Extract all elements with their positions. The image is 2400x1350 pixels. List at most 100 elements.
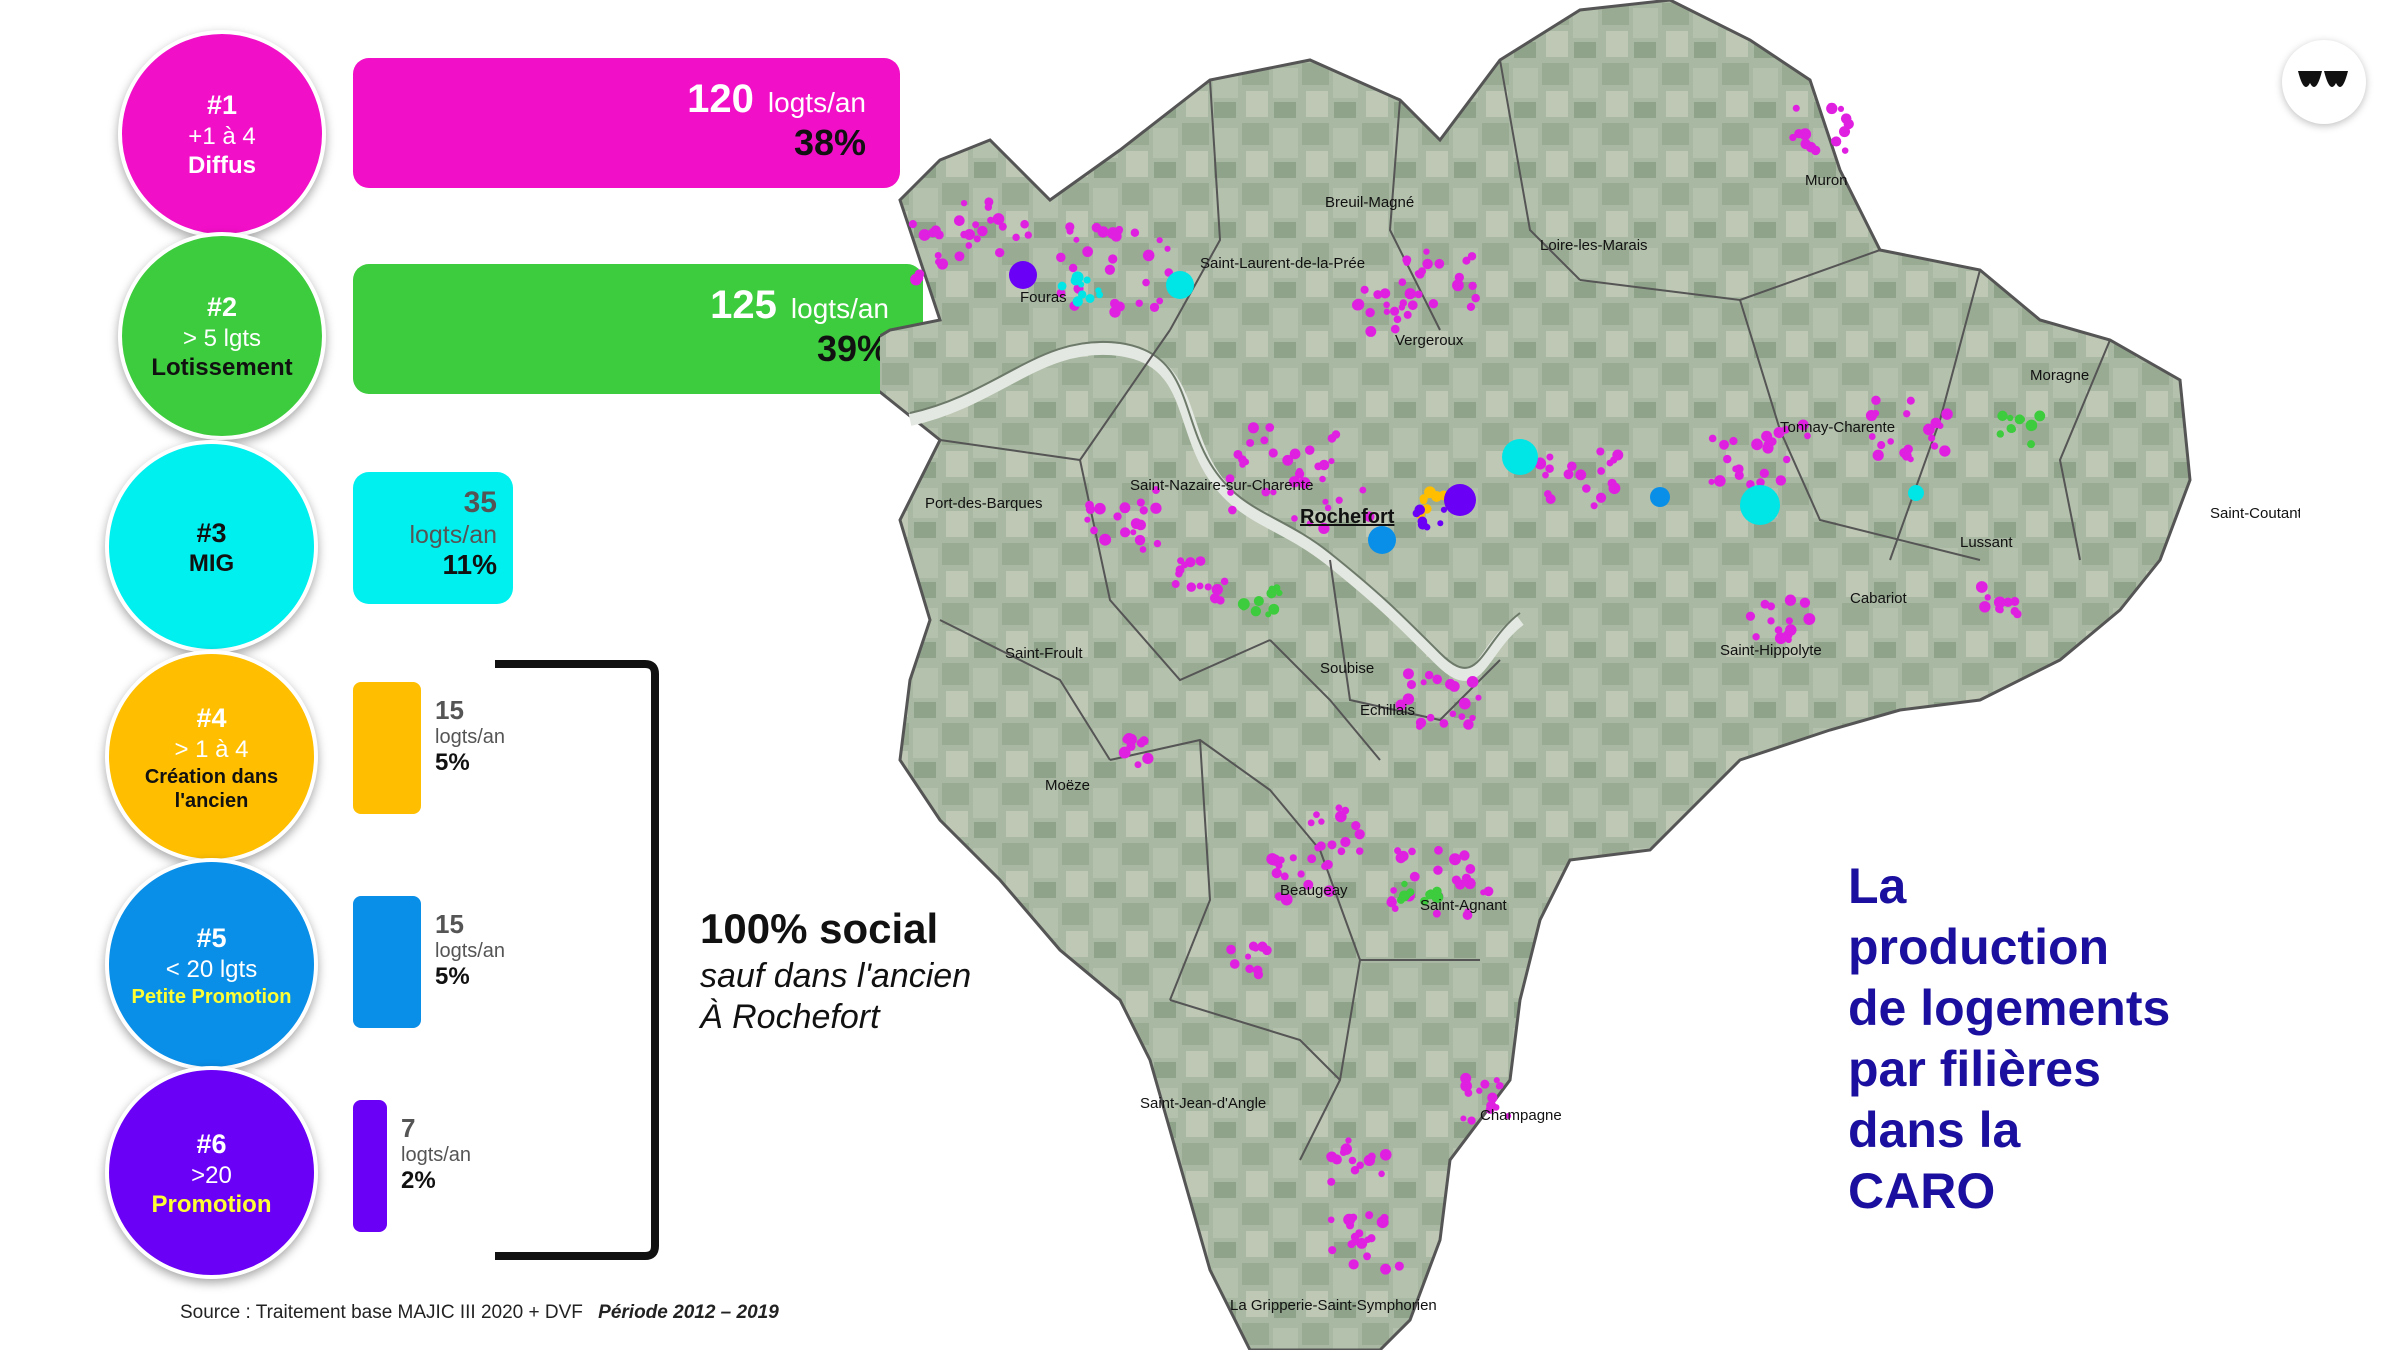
housing-dot: [1423, 523, 1431, 531]
housing-dot: [972, 221, 980, 229]
value-unit: logts/an: [435, 725, 506, 748]
housing-dot: [1424, 486, 1436, 499]
housing-dot: [1871, 395, 1881, 406]
value-number: 120: [687, 77, 754, 121]
housing-dot: [1409, 871, 1420, 882]
housing-dot: [1996, 430, 2004, 438]
value-bar: [353, 682, 421, 814]
housing-dot: [1797, 419, 1809, 431]
housing-dot: [1493, 1077, 1500, 1084]
housing-dot: [1068, 263, 1078, 273]
housing-dot: [1930, 417, 1942, 429]
housing-dot: [1355, 1229, 1364, 1238]
housing-dot: [1303, 879, 1314, 890]
housing-dot: [1480, 1079, 1490, 1089]
housing-dot: [1434, 845, 1443, 855]
housing-dot: [1887, 438, 1895, 445]
housing-dot: [1328, 1246, 1337, 1255]
housing-dot: [1774, 626, 1783, 634]
housing-dot: [1322, 498, 1329, 505]
housing-dot: [1351, 1237, 1360, 1246]
housing-dot: [1175, 565, 1185, 575]
value-label: 120 logts/an 38%: [353, 76, 866, 163]
housing-dot: [1404, 288, 1416, 300]
housing-dot: [1402, 693, 1415, 705]
housing-dot: [2006, 414, 2014, 422]
housing-dot: [2010, 606, 2020, 616]
housing-dot: [1567, 461, 1577, 472]
housing-dot: [1270, 488, 1277, 496]
housing-dot: [1364, 511, 1375, 522]
housing-dot: [1339, 1148, 1348, 1157]
place-labels: Muron Breuil-Magné Loire-les-Marais Saint-L…: [925, 172, 2300, 1314]
housing-dot: [2008, 425, 2017, 433]
housing-dot: [1365, 1211, 1374, 1220]
housing-dot: [1722, 454, 1732, 464]
housing-dot: [1056, 252, 1066, 263]
housing-dot: [1426, 713, 1435, 722]
housing-dot: [1280, 872, 1289, 881]
housing-dot: [1781, 425, 1790, 434]
page-title: La production de logements par filières dans…: [1848, 856, 2170, 1222]
housing-dot: [1262, 945, 1272, 956]
housing-dot: [973, 235, 981, 243]
housing-dot: [1505, 1112, 1512, 1119]
housing-dot: [1445, 678, 1456, 690]
category-rank: #5: [196, 922, 227, 953]
housing-dot: [1487, 1092, 1498, 1103]
source-note: Source : Traitement base MAJIC III 2020 …: [180, 1302, 779, 1324]
housing-dot: [1318, 818, 1325, 825]
housing-dot: [1433, 865, 1443, 875]
housing-dot: [1358, 1241, 1366, 1249]
housing-dot: [1458, 713, 1466, 721]
housing-points: [908, 102, 2046, 1275]
housing-dot: [1546, 453, 1554, 461]
category-label: Lotissement: [151, 354, 293, 381]
housing-dot: [1486, 1100, 1497, 1111]
place-label: Saint-Agnant: [1420, 897, 1508, 914]
housing-dot: [1350, 1165, 1360, 1175]
housing-dot: [1294, 469, 1305, 479]
housing-dot: [1109, 306, 1121, 318]
place-label: Lussant: [1960, 534, 2013, 551]
value-bar: [353, 896, 421, 1028]
housing-dot: [1318, 459, 1330, 471]
value-percent: 2%: [401, 1166, 436, 1194]
housing-dot: [1083, 276, 1091, 284]
housing-dot: [1930, 442, 1939, 450]
housing-dot: [1422, 258, 1433, 270]
place-label: Moëze: [1045, 777, 1090, 794]
housing-dot: [1131, 522, 1139, 529]
housing-dot: [1420, 679, 1427, 686]
housing-dot: [1108, 254, 1118, 264]
housing-dot: [1418, 267, 1427, 276]
housing-dot: [1872, 409, 1880, 417]
housing-dot: [1352, 298, 1365, 311]
housing-dot: [2025, 419, 2038, 432]
housing-dot: [1434, 258, 1445, 269]
category-rank: #2: [206, 292, 238, 322]
housing-dot: [1277, 856, 1285, 864]
wave-logo-icon: [2298, 71, 2348, 87]
category-circle: #5 < 20 lgts Petite Promotion: [105, 858, 318, 1071]
caro-map: Muron Breuil-Magné Loire-les-Marais Saint-L…: [880, 0, 2300, 1350]
housing-dot: [1393, 315, 1402, 324]
housing-dot: [1395, 699, 1407, 711]
housing-dot: [1164, 245, 1171, 252]
value-number: 125: [710, 283, 777, 327]
place-label: Champagne: [1480, 1107, 1562, 1124]
housing-dot: [1195, 557, 1203, 564]
housing-dot: [1471, 293, 1480, 303]
housing-dot: [1104, 264, 1115, 275]
housing-dot: [1906, 396, 1915, 405]
place-label: Soubise: [1320, 660, 1374, 677]
housing-dot: [1394, 1261, 1404, 1271]
place-label: Saint-Laurent-de-la-Prée: [1200, 255, 1365, 272]
place-label: Cabariot: [1850, 590, 1908, 607]
category-circle: #1 +1 à 4 Diffus: [118, 30, 326, 238]
housing-dot: [1386, 896, 1397, 908]
housing-dot: [1383, 301, 1390, 309]
housing-dot: [1139, 736, 1149, 746]
housing-dot: [1072, 296, 1083, 307]
housing-dot: [1784, 594, 1797, 606]
